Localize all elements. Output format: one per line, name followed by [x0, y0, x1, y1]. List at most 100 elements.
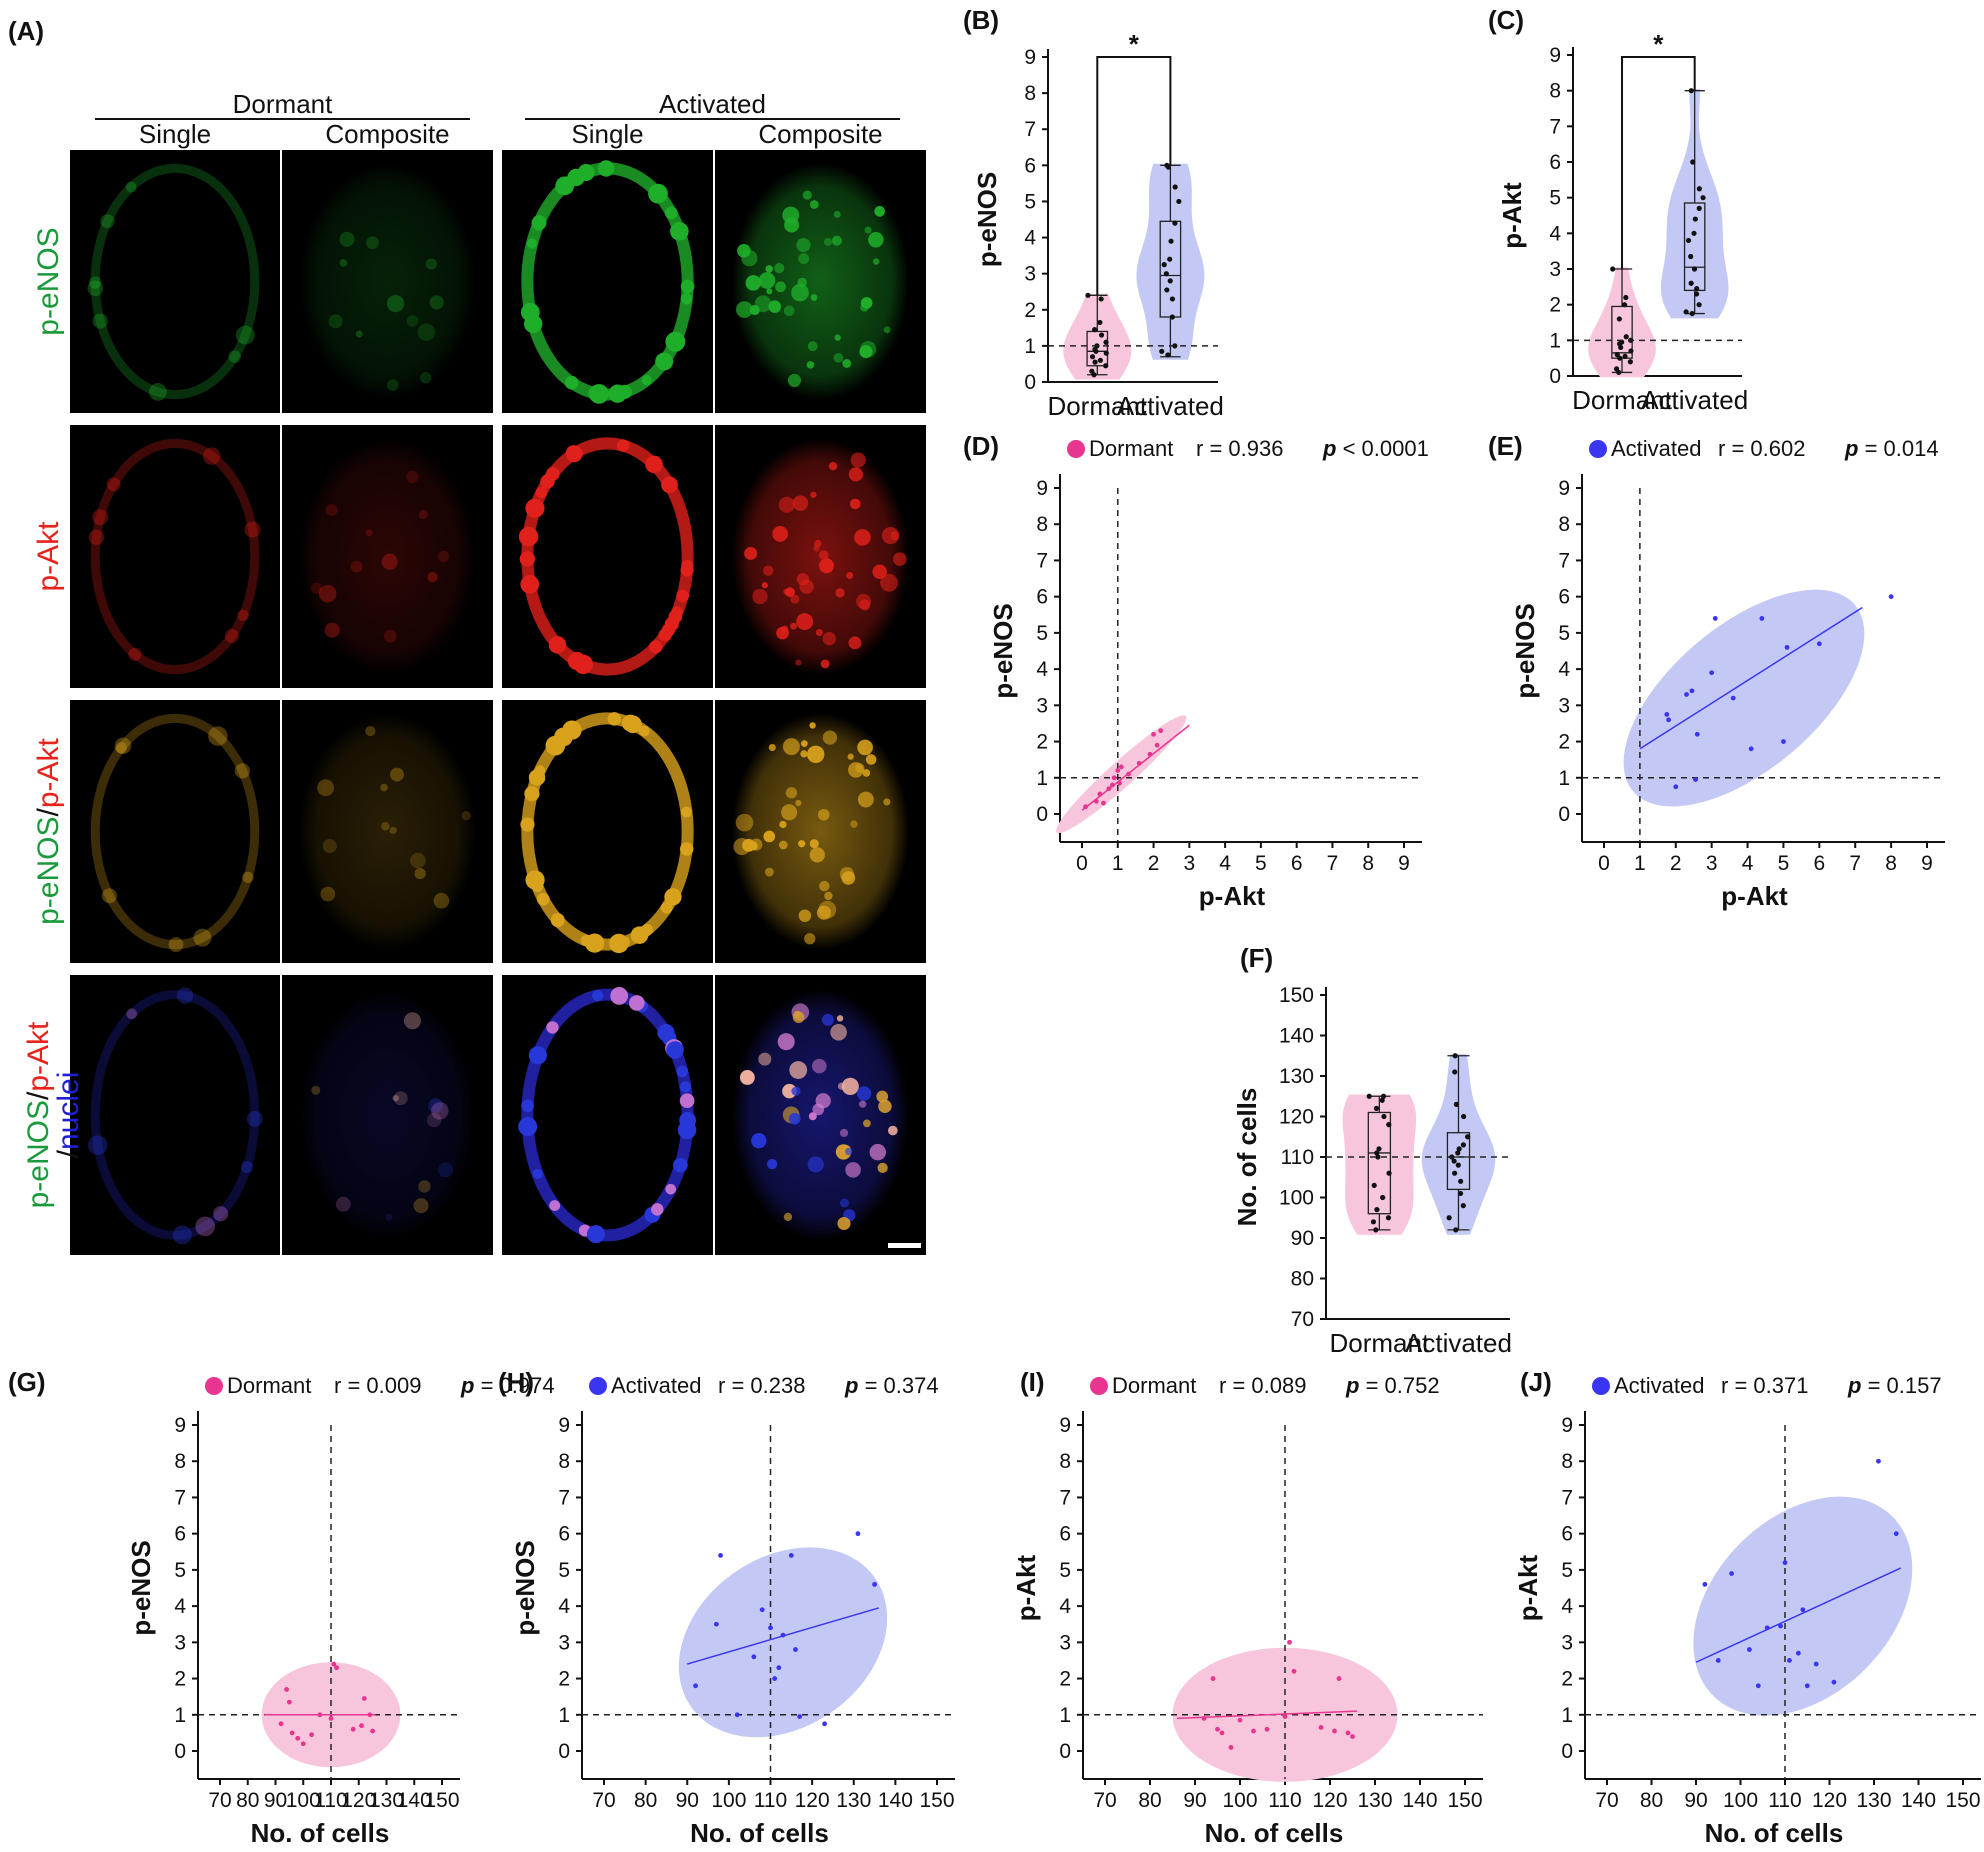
data-point: [1098, 332, 1105, 338]
y-tick-label: 3: [558, 1631, 570, 1654]
cell-blob: [758, 1052, 772, 1066]
data-point: [1115, 768, 1121, 773]
data-point: [1683, 309, 1689, 315]
y-tick-label: 5: [1036, 622, 1048, 645]
cell-blob: [621, 714, 639, 732]
cell-blob: [234, 763, 251, 779]
x-axis-title: No. of cells: [690, 1818, 829, 1848]
panel-label: (F): [1240, 943, 1273, 973]
cell-blob: [751, 1133, 767, 1149]
cell-blob: [651, 1203, 664, 1216]
x-tick-label: 110: [1268, 1789, 1301, 1812]
data-point: [1816, 641, 1822, 647]
x-tick-label: 1: [1634, 852, 1646, 875]
data-point: [1201, 1716, 1207, 1721]
micrograph-tile: [70, 150, 280, 413]
regression-line: [1639, 606, 1863, 750]
data-point: [1385, 1215, 1392, 1221]
cell-blob: [148, 383, 167, 401]
data-point: [1374, 1207, 1380, 1213]
x-axis-title: No. of cells: [1705, 1818, 1844, 1848]
data-point: [855, 1531, 861, 1537]
cell-blob: [461, 811, 471, 821]
data-point: [1688, 253, 1694, 260]
embryo-fill: [731, 989, 910, 1241]
row-label-part: /: [52, 1149, 85, 1158]
cell-blob: [841, 1077, 859, 1095]
data-point: [1888, 594, 1894, 600]
cell-blob: [92, 313, 108, 329]
cell-blob: [804, 933, 816, 945]
data-point: [1117, 780, 1122, 786]
data-point: [1176, 198, 1182, 205]
y-tick-label: 7: [1561, 1486, 1573, 1509]
cell-blob: [768, 300, 782, 313]
x-tick-label: 80: [634, 1789, 657, 1812]
data-point: [693, 1683, 698, 1689]
cell-blob: [800, 740, 808, 747]
violin-dormant: [1063, 293, 1132, 380]
cell-blob: [782, 1083, 797, 1099]
cell-blob: [661, 476, 678, 494]
cell-blob: [128, 647, 142, 662]
cell-blob: [629, 995, 645, 1011]
significance-bracket: [1096, 56, 1172, 296]
cell-blob: [406, 470, 419, 484]
cell-blob: [802, 190, 812, 200]
cell-blob: [869, 1143, 887, 1161]
cell-blob: [392, 1094, 399, 1102]
cell-blob: [837, 1082, 846, 1090]
cell-blob: [520, 817, 535, 832]
data-point: [1103, 339, 1109, 345]
data-point: [331, 1661, 337, 1667]
x-tick-label: 100: [711, 1789, 746, 1812]
cell-blob: [655, 352, 674, 371]
cell-blob: [521, 1099, 534, 1113]
data-point: [780, 1632, 786, 1638]
data-point: [1106, 786, 1112, 792]
cell-blob: [807, 1156, 824, 1173]
y-tick-label: 4: [1549, 222, 1561, 245]
cell-blob: [880, 573, 898, 592]
cell-blob: [126, 1008, 138, 1020]
x-tick-label: 120: [795, 1789, 830, 1812]
cell-blob: [638, 725, 650, 737]
row-label: /nuclei: [52, 1072, 85, 1159]
data-point: [1111, 775, 1117, 781]
y-tick-label: 0: [1558, 803, 1570, 826]
x-tick-label: 8: [1885, 852, 1897, 875]
cell-blob: [618, 936, 630, 948]
cell-blob: [883, 326, 891, 334]
micrograph-tile: [502, 425, 713, 688]
data-point: [1350, 1734, 1355, 1739]
y-tick-label: 0: [558, 1740, 570, 1763]
cell-blob: [808, 1112, 817, 1121]
data-point: [1709, 670, 1715, 676]
embryo-fill: [298, 438, 477, 675]
row-label: p-eNOS: [32, 227, 65, 335]
data-point: [361, 1696, 367, 1701]
data-point: [367, 1712, 373, 1718]
y-tick-label: 2: [1549, 294, 1561, 317]
y-tick-label: 8: [1024, 82, 1036, 105]
y-tick-label: 7: [1558, 549, 1570, 572]
y-tick-label: 7: [174, 1486, 186, 1509]
p-number: = 0.752: [1366, 1373, 1440, 1398]
data-point: [1089, 368, 1095, 374]
legend-label: Dormant: [227, 1373, 311, 1398]
data-point: [1781, 739, 1786, 744]
y-tick-label: 1: [1549, 329, 1561, 352]
column-header: Single: [139, 119, 211, 149]
x-tick-label: 130: [369, 1789, 404, 1812]
cell-blob: [115, 742, 128, 754]
data-point: [1452, 1053, 1458, 1059]
cell-blob: [893, 552, 907, 566]
data-point: [1161, 262, 1167, 268]
confidence-ellipse: [1693, 1496, 1913, 1716]
x-tick-label: 70: [1093, 1789, 1116, 1812]
cell-blob: [525, 498, 545, 518]
cell-blob: [88, 1135, 108, 1155]
data-point: [1610, 266, 1616, 272]
data-point: [1169, 296, 1176, 302]
